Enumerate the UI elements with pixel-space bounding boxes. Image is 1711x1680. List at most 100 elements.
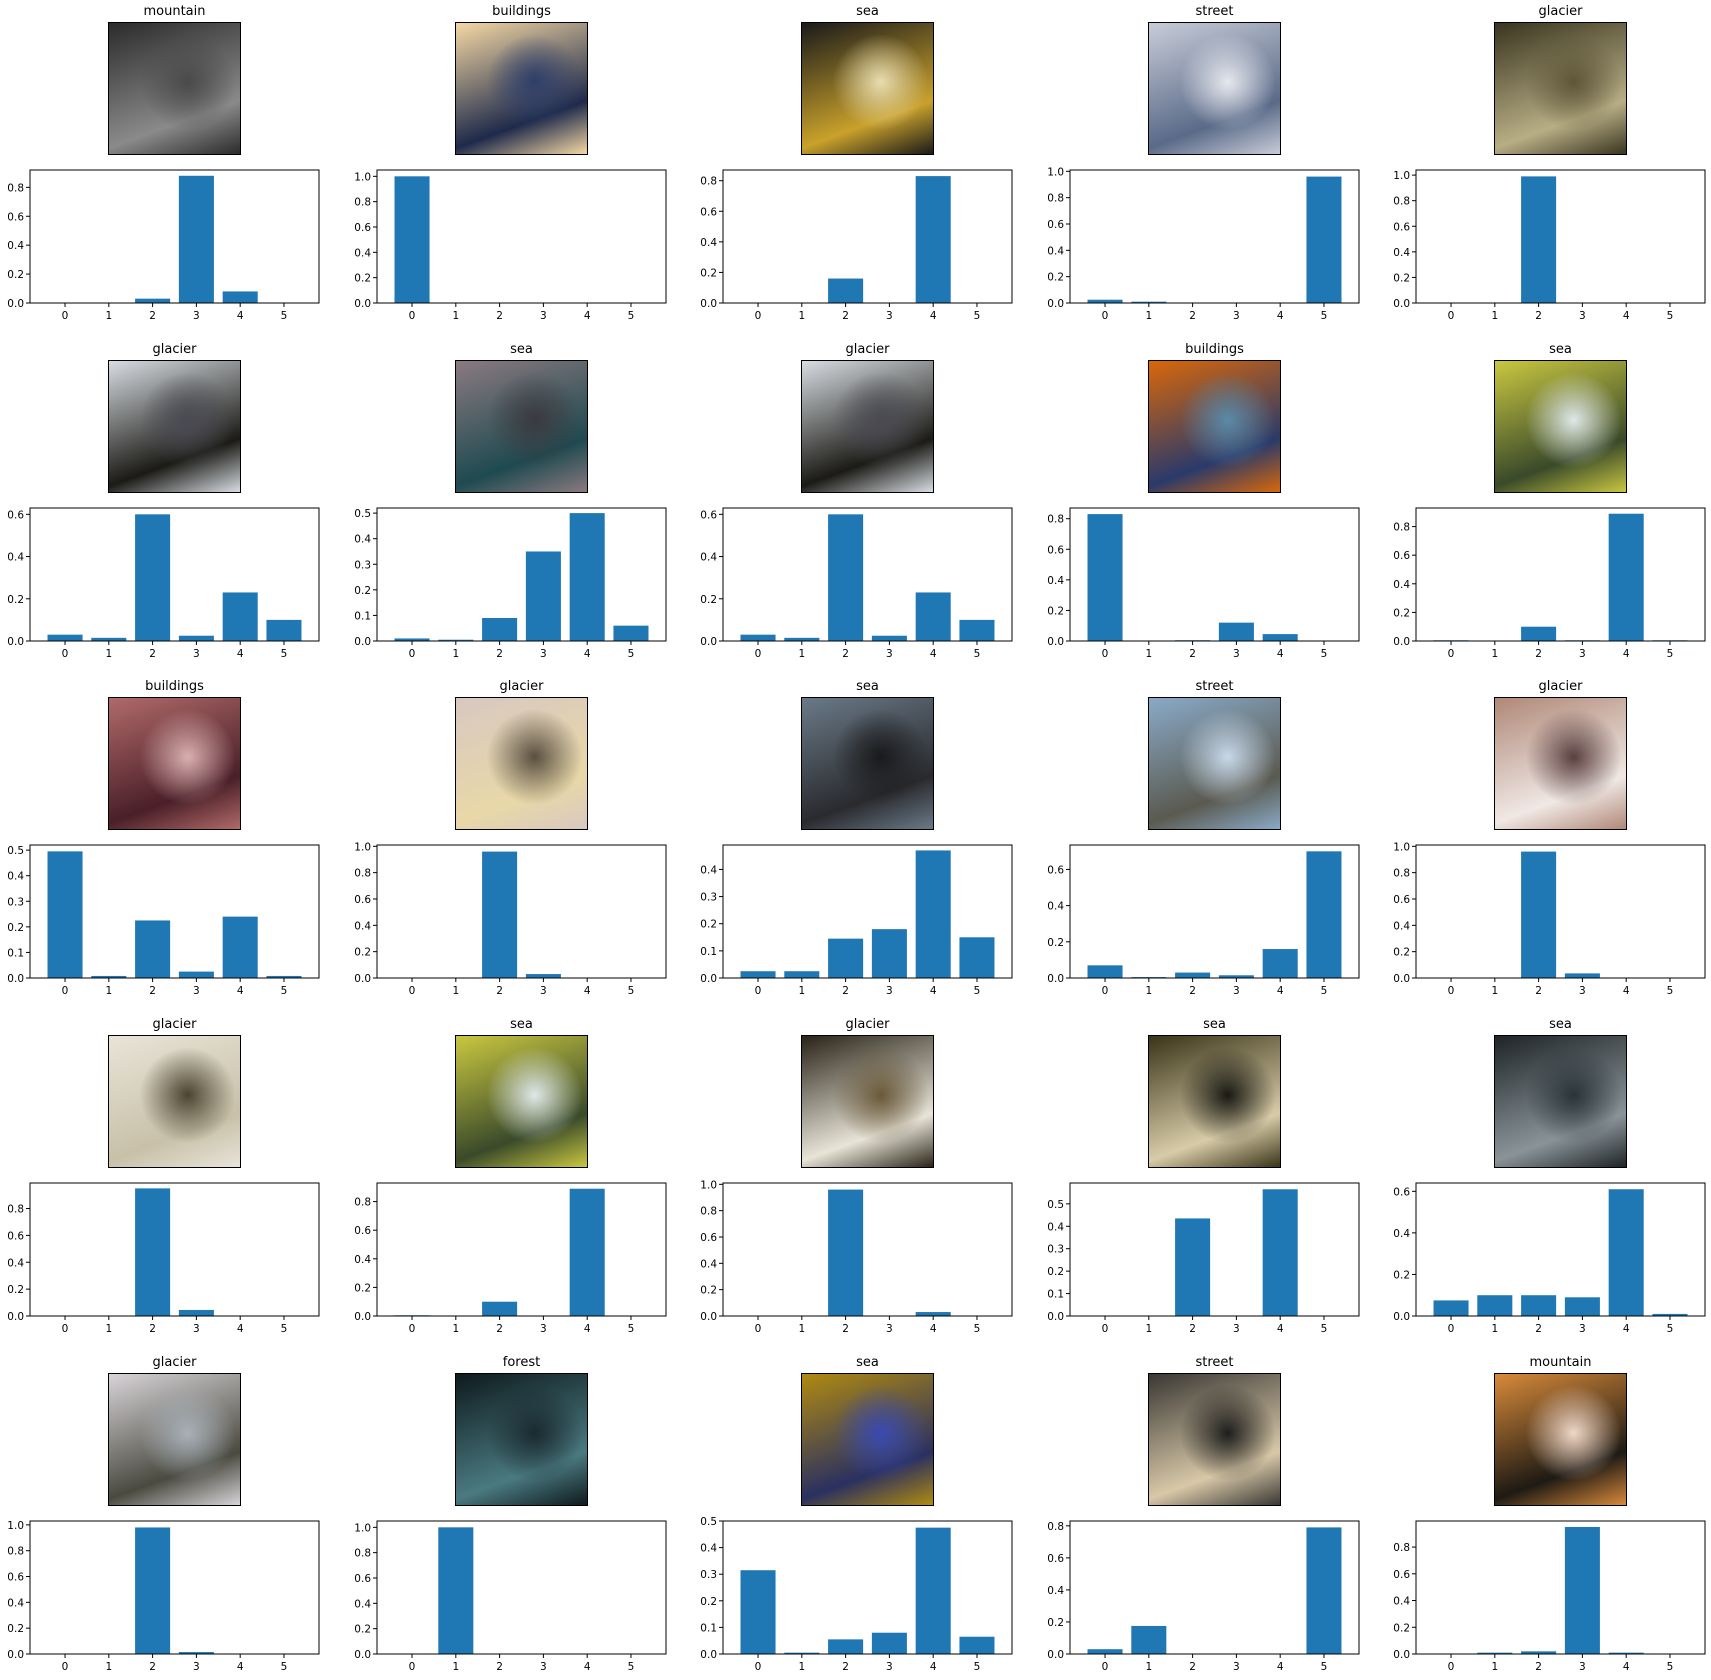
bar-class-5 <box>1652 1313 1688 1316</box>
y-tick-label: 0.8 <box>1047 1521 1064 1533</box>
bar-class-3 <box>1564 973 1600 978</box>
probability-bar-chart: 0 1 2 3 4 5 0.0 0.1 0.2 0.3 0.4 <box>700 844 1013 997</box>
bar-class-2 <box>1521 1295 1557 1316</box>
probability-bar-chart: 0 1 2 3 4 5 0.0 0.2 0.4 0.6 <box>7 507 320 660</box>
x-tick-label: 4 <box>930 310 937 322</box>
axes-frame <box>722 844 1013 979</box>
bar-class-2 <box>828 278 864 303</box>
y-tick-label: 0.2 <box>700 267 717 279</box>
bar-class-0 <box>1087 1649 1123 1654</box>
bar-class-5 <box>959 1636 995 1654</box>
y-tick-label: 0.3 <box>354 559 371 571</box>
x-tick-label: 4 <box>1623 1323 1630 1335</box>
bar-class-0 <box>1087 514 1123 641</box>
panel-title: glacier <box>1538 679 1583 694</box>
axes-frame <box>376 844 667 979</box>
bar-class-2 <box>482 617 518 641</box>
thumbnail-image <box>801 1035 934 1168</box>
y-tick-label: 0.5 <box>1047 1199 1064 1211</box>
bar-class-3 <box>871 635 907 641</box>
panel-title: glacier <box>152 342 197 357</box>
thumbnail-fill <box>802 23 933 154</box>
y-tick-label: 0.6 <box>7 211 24 223</box>
x-tick-label: 2 <box>1535 648 1542 660</box>
x-tick-label: 2 <box>842 310 849 322</box>
x-tick-label: 1 <box>798 1323 805 1335</box>
panel-title: sea <box>510 342 533 357</box>
panel-title: street <box>1195 679 1234 694</box>
bar-class-1 <box>91 637 127 641</box>
panel-title: sea <box>856 4 879 19</box>
y-tick-label: 0.6 <box>354 1573 371 1585</box>
bar-class-4 <box>569 513 605 641</box>
x-tick-label: 5 <box>974 310 981 322</box>
panel-title: sea <box>856 1355 879 1370</box>
thumbnail-image <box>1494 22 1627 155</box>
bar-class-1 <box>1131 1625 1167 1654</box>
x-tick-label: 0 <box>409 648 416 660</box>
x-tick-label: 4 <box>584 648 591 660</box>
y-tick-label: 0.2 <box>1393 1269 1410 1281</box>
y-tick-label: 0.2 <box>7 1623 24 1635</box>
bar-class-4 <box>1262 949 1298 978</box>
y-tick-label: 0.0 <box>7 636 24 648</box>
x-tick-label: 3 <box>540 1323 547 1335</box>
y-tick-label: 0.6 <box>1047 864 1064 876</box>
y-tick-label: 0.8 <box>7 1546 24 1558</box>
y-tick-label: 0.2 <box>1393 1622 1410 1634</box>
x-tick-label: 0 <box>755 1661 762 1673</box>
y-tick-label: 0.6 <box>1393 550 1410 562</box>
x-tick-label: 0 <box>409 1661 416 1673</box>
x-tick-label: 0 <box>1448 1323 1455 1335</box>
probability-bar-chart: 0 1 2 3 4 5 0.0 0.2 0.4 0.6 0.8 <box>700 169 1013 322</box>
thumbnail-image <box>801 697 934 830</box>
probability-bar-chart: 0 1 2 3 4 5 0.0 0.2 0.4 0.6 0.8 1.0 <box>354 1520 667 1673</box>
probability-bar-chart: 0 1 2 3 4 5 0.0 0.2 0.4 0.6 0.8 <box>354 1182 667 1335</box>
thumbnail-image <box>801 22 934 155</box>
y-tick-label: 0.2 <box>7 594 24 606</box>
y-tick-label: 0.0 <box>354 1649 371 1661</box>
x-tick-label: 3 <box>886 1323 893 1335</box>
x-tick-label: 3 <box>193 310 200 322</box>
y-tick-label: 0.4 <box>1047 1221 1064 1233</box>
y-tick-label: 0.2 <box>1393 272 1410 284</box>
panel-title: glacier <box>1538 4 1583 19</box>
bar-class-1 <box>784 637 820 641</box>
probability-bar-chart: 0 1 2 3 4 5 0.0 0.2 0.4 0.6 0.8 <box>1047 507 1360 660</box>
x-tick-label: 3 <box>1233 1323 1240 1335</box>
x-tick-label: 1 <box>452 1323 459 1335</box>
thumbnail-image <box>455 697 588 830</box>
bar-class-4 <box>1608 1652 1644 1654</box>
axes-frame <box>376 169 667 304</box>
x-tick-label: 1 <box>1491 648 1498 660</box>
thumbnail-fill <box>1149 1036 1280 1167</box>
axes-frame <box>376 507 667 642</box>
thumbnail-fill <box>456 1374 587 1505</box>
bar-class-0 <box>740 971 776 978</box>
x-tick-label: 3 <box>1233 648 1240 660</box>
x-tick-label: 4 <box>1277 310 1284 322</box>
y-tick-label: 0.4 <box>700 237 717 249</box>
axes-frame <box>1415 169 1706 304</box>
y-tick-label: 0.0 <box>700 1649 717 1661</box>
y-tick-label: 0.2 <box>700 919 717 931</box>
x-tick-label: 5 <box>974 648 981 660</box>
x-tick-label: 5 <box>1667 1661 1674 1673</box>
y-tick-label: 0.0 <box>1047 1649 1064 1661</box>
x-tick-label: 0 <box>1102 1323 1109 1335</box>
bar-class-0 <box>740 634 776 641</box>
y-tick-label: 0.2 <box>354 1624 371 1636</box>
x-tick-label: 2 <box>1189 310 1196 322</box>
y-tick-label: 0.0 <box>7 973 24 985</box>
x-tick-label: 1 <box>1491 1661 1498 1673</box>
x-tick-label: 3 <box>1233 1661 1240 1673</box>
probability-bar-chart: 0 1 2 3 4 5 0.0 0.2 0.4 0.6 0.8 1.0 <box>1393 841 1706 997</box>
x-tick-label: 1 <box>105 1661 112 1673</box>
x-tick-label: 3 <box>540 310 547 322</box>
y-tick-label: 0.4 <box>700 1543 717 1555</box>
x-tick-label: 1 <box>1491 310 1498 322</box>
y-tick-label: 0.0 <box>1393 973 1410 985</box>
x-tick-label: 2 <box>149 1323 156 1335</box>
y-tick-label: 0.2 <box>700 594 717 606</box>
y-tick-label: 0.0 <box>1393 1649 1410 1661</box>
